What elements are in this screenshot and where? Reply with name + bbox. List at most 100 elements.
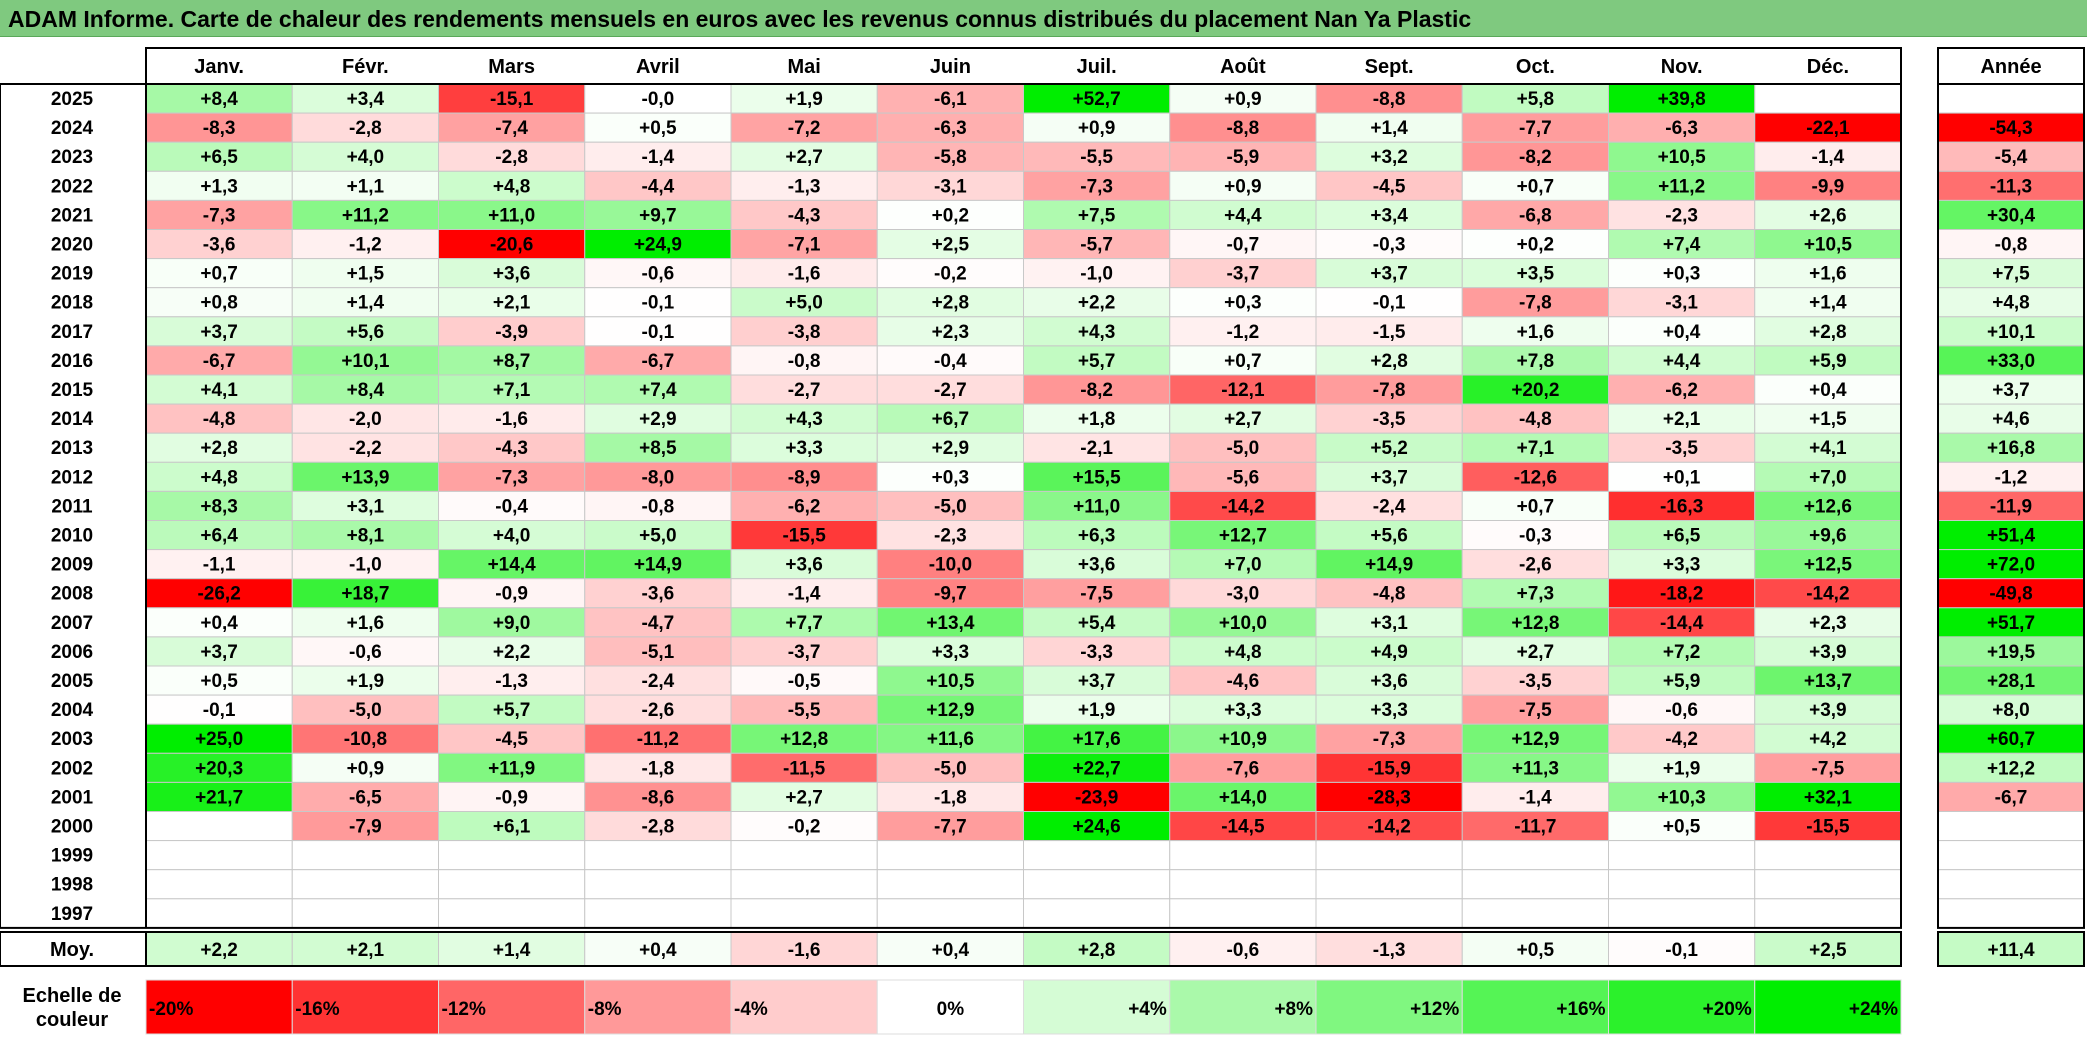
cell-value: -14,5 <box>1221 817 1265 838</box>
heatmap-cell <box>584 316 732 347</box>
heatmap-cell <box>1461 869 1609 900</box>
average-cell <box>1169 931 1317 967</box>
cell-value: +3,6 <box>1078 555 1116 576</box>
cell-value: -5,8 <box>934 147 967 168</box>
heatmap-cell <box>1608 199 1756 230</box>
cell-value: -7,9 <box>349 817 382 838</box>
annual-cell <box>1937 374 2085 405</box>
scale-value: -16% <box>295 999 339 1020</box>
heatmap-cell <box>876 461 1024 492</box>
cell-value: +0,9 <box>1224 176 1262 197</box>
heatmap-cell <box>1023 199 1171 230</box>
year-label: 2001 <box>51 787 94 808</box>
cell-value: -7,7 <box>934 817 967 838</box>
average-value: +0,4 <box>932 940 970 961</box>
heatmap-cell <box>291 665 439 696</box>
cell-value: -1,8 <box>642 758 675 779</box>
annual-cell <box>1937 345 2085 376</box>
heatmap-cell <box>1461 345 1609 376</box>
heatmap-cell <box>145 403 293 434</box>
heatmap-cell <box>584 636 732 667</box>
cell-value: +14,0 <box>1219 787 1267 808</box>
cell-value: +2,9 <box>932 438 970 459</box>
cell-value: -5,6 <box>1227 467 1260 488</box>
heatmap-cell <box>1315 112 1463 143</box>
heatmap-cell <box>1754 840 1902 871</box>
heatmap-cell <box>291 490 439 521</box>
cell-value: +0,7 <box>1224 351 1262 372</box>
cell-value: +12,7 <box>1219 526 1267 547</box>
cell-value: -1,2 <box>349 235 382 256</box>
heatmap-cell <box>438 316 586 347</box>
year-label: 2021 <box>51 205 94 226</box>
scale-value: -12% <box>442 999 486 1020</box>
heatmap-cell <box>584 432 732 463</box>
heatmap-cell <box>291 636 439 667</box>
cell-value: +5,4 <box>1078 613 1116 634</box>
heatmap-cell <box>1315 840 1463 871</box>
cell-value: +1,9 <box>1663 758 1701 779</box>
cell-value: +3,2 <box>1370 147 1408 168</box>
heatmap-cell <box>876 811 1024 842</box>
scale-value: 0% <box>937 999 965 1020</box>
cell-value: +9,6 <box>1809 526 1847 547</box>
cell-value: +1,5 <box>347 264 385 285</box>
cell-value: +4,4 <box>1663 351 1701 372</box>
cell-value: +10,0 <box>1219 613 1267 634</box>
cell-value: +1,9 <box>785 89 823 110</box>
cell-value: -4,6 <box>1227 671 1260 692</box>
heatmap-cell <box>1608 723 1756 754</box>
cell-value: -7,7 <box>1519 118 1552 139</box>
cell-value: +7,4 <box>1663 235 1701 256</box>
cell-value: -8,0 <box>642 467 675 488</box>
cell-value: +14,9 <box>1365 555 1413 576</box>
cell-value: -7,3 <box>495 467 528 488</box>
cell-value: +8,4 <box>347 380 385 401</box>
heatmap-cell <box>1315 287 1463 318</box>
cell-value: +2,9 <box>639 409 677 430</box>
cell-value: -7,3 <box>1373 729 1406 750</box>
average-value: +0,4 <box>639 940 677 961</box>
heatmap-cell <box>1754 374 1902 405</box>
heatmap-cell <box>438 520 586 551</box>
heatmap-cell <box>1754 549 1902 580</box>
cell-value: +0,7 <box>200 264 238 285</box>
cell-value: +11,0 <box>1073 496 1120 517</box>
annual-cell <box>1937 723 2085 754</box>
heatmap-cell <box>438 636 586 667</box>
average-cell <box>1754 931 1902 967</box>
cell-value: -6,3 <box>1665 118 1698 139</box>
heatmap-cell <box>1461 723 1609 754</box>
cell-value: -5,0 <box>349 700 382 721</box>
title-bar: ADAM Informe. Carte de chaleur des rende… <box>0 0 2087 37</box>
chart-title: ADAM Informe. Carte de chaleur des rende… <box>8 6 1472 32</box>
cell-value: -2,3 <box>934 526 967 547</box>
cell-value: -2,8 <box>642 817 675 838</box>
heatmap-cell <box>1315 461 1463 492</box>
cell-value: -6,2 <box>788 496 821 517</box>
cell-value: +0,4 <box>1663 322 1701 343</box>
heatmap-cell <box>1315 752 1463 783</box>
year-label: 2011 <box>51 496 93 517</box>
cell-value: +1,6 <box>347 613 385 634</box>
cell-value: -5,1 <box>642 642 675 663</box>
heatmap-cell <box>145 636 293 667</box>
cell-value: -14,4 <box>1660 613 1704 634</box>
heatmap-cell <box>1023 636 1171 667</box>
heatmap-cell <box>1754 607 1902 638</box>
year-label: 1999 <box>51 846 93 867</box>
annual-value: -6,7 <box>1995 787 2028 808</box>
cell-value: +8,4 <box>200 89 238 110</box>
annual-cell <box>1937 607 2085 638</box>
cell-value: +17,6 <box>1073 729 1121 750</box>
cell-value: -28,3 <box>1367 787 1410 808</box>
month-header: Juil. <box>1077 56 1117 78</box>
cell-value: +0,1 <box>1663 467 1701 488</box>
scale-swatch <box>1754 979 1902 1035</box>
cell-value: +6,5 <box>1663 526 1701 547</box>
heatmap-cell <box>1169 490 1317 521</box>
cell-value: +0,4 <box>200 613 238 634</box>
heatmap-cell <box>730 840 878 871</box>
cell-value: +1,4 <box>1809 293 1847 314</box>
heatmap-cell <box>730 432 878 463</box>
